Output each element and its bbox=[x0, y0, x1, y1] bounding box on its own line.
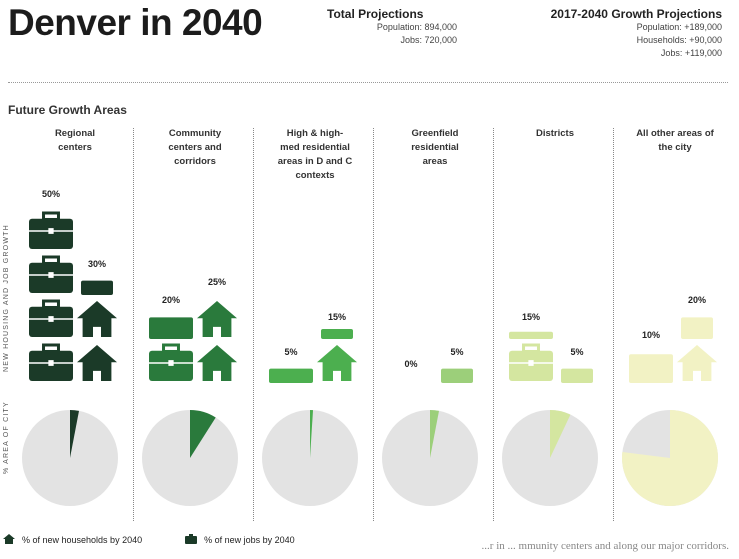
column-separator bbox=[493, 128, 494, 521]
households-value-label: 25% bbox=[207, 277, 226, 287]
column-header-line: centers bbox=[58, 142, 92, 153]
legend-households-label: % of new households by 2040 bbox=[22, 535, 143, 545]
total-projections-heading: Total Projections bbox=[327, 7, 424, 21]
legend-households-icon bbox=[2, 533, 16, 547]
household-bar bbox=[77, 345, 117, 381]
job-bar bbox=[509, 343, 553, 381]
column-separator bbox=[613, 128, 614, 521]
households-value-label: 30% bbox=[87, 259, 106, 270]
category-group bbox=[142, 301, 238, 506]
household-bar bbox=[197, 301, 237, 337]
jobs-value-label: 10% bbox=[641, 329, 660, 340]
column-separator bbox=[133, 128, 134, 521]
household-bar bbox=[441, 368, 473, 383]
growth-projections-heading: 2017-2040 Growth Projections bbox=[550, 7, 722, 21]
total-jobs: Jobs: 720,000 bbox=[400, 35, 457, 45]
household-bar bbox=[321, 329, 353, 339]
job-bar bbox=[29, 255, 73, 293]
area-slice bbox=[622, 410, 718, 506]
column-header-line: Community bbox=[168, 128, 222, 139]
column-header-line: Districts bbox=[535, 128, 574, 139]
job-bar bbox=[149, 317, 193, 339]
area-slice bbox=[310, 410, 314, 458]
column-header-line: contexts bbox=[295, 170, 335, 181]
jobs-value-label: 20% bbox=[161, 294, 180, 305]
jobs-value-label: 0% bbox=[404, 359, 418, 369]
job-bar bbox=[29, 343, 73, 381]
column-header-line: All other areas of bbox=[636, 128, 714, 139]
column-separator bbox=[253, 128, 254, 521]
jobs-value-label: 50% bbox=[41, 189, 60, 199]
household-bar bbox=[677, 345, 717, 381]
job-bar bbox=[509, 331, 553, 339]
total-population: Population: 894,000 bbox=[376, 22, 457, 32]
category-group bbox=[262, 329, 358, 506]
growth-jobs: Jobs: +119,000 bbox=[660, 48, 722, 58]
column-header-line: residential bbox=[411, 142, 459, 153]
household-bar bbox=[681, 317, 713, 339]
category-group bbox=[382, 368, 478, 506]
category-group bbox=[22, 211, 118, 506]
column-header: Community centers and corridors bbox=[139, 127, 251, 169]
legend: % of new households by 2040 % of new job… bbox=[2, 533, 295, 547]
growth-projections: 2017-2040 Growth Projections Population:… bbox=[474, 7, 722, 60]
legend-jobs-label: % of new jobs by 2040 bbox=[204, 535, 295, 545]
jobs-value-label: 5% bbox=[284, 347, 298, 358]
household-bar bbox=[77, 301, 117, 337]
column-header-line: centers and bbox=[168, 142, 222, 153]
job-bar bbox=[29, 211, 73, 249]
area-slice bbox=[430, 410, 439, 458]
column-header-line: med residential bbox=[280, 142, 350, 153]
households-value-label: 20% bbox=[687, 294, 706, 305]
column-header-line: areas bbox=[422, 156, 448, 167]
column-header-line: Greenfield bbox=[411, 128, 459, 139]
area-slice bbox=[550, 410, 571, 458]
household-bar bbox=[81, 280, 113, 295]
growth-population: Population: +189,000 bbox=[636, 22, 722, 32]
legend-jobs-icon bbox=[184, 533, 198, 547]
header-divider bbox=[8, 82, 728, 83]
column-header-line: High & high- bbox=[286, 128, 344, 139]
job-bar bbox=[149, 343, 193, 381]
footer-caption: ...r in ... mmunity centers and along ou… bbox=[481, 540, 729, 552]
column-header-line: corridors bbox=[174, 156, 216, 167]
column-header-line: the city bbox=[658, 142, 692, 153]
growth-households: Households: +90,000 bbox=[636, 35, 722, 45]
column-separator bbox=[373, 128, 374, 521]
households-value-label: 5% bbox=[450, 347, 464, 358]
area-slice bbox=[70, 410, 79, 458]
jobs-value-label: 15% bbox=[521, 312, 540, 323]
category-group bbox=[502, 331, 598, 506]
job-bar bbox=[269, 368, 313, 383]
household-bar bbox=[197, 345, 237, 381]
households-value-label: 15% bbox=[327, 312, 346, 323]
area-slice bbox=[190, 410, 216, 458]
column-header: All other areas of the city bbox=[619, 127, 731, 155]
job-bar bbox=[29, 299, 73, 337]
page-title: Denver in 2040 bbox=[8, 2, 263, 43]
section-title: Future Growth Areas bbox=[8, 103, 127, 117]
total-projections: Total Projections Population: 894,000 Jo… bbox=[327, 7, 457, 47]
category-group bbox=[622, 317, 718, 506]
household-bar bbox=[317, 345, 357, 381]
column-header-line: Regional bbox=[54, 128, 96, 139]
column-header: High & high-med residential areas in D an… bbox=[259, 127, 371, 183]
column-header: Greenfield residential areas bbox=[379, 127, 491, 169]
column-header: Districts bbox=[499, 127, 611, 141]
household-bar bbox=[561, 368, 593, 383]
households-value-label: 5% bbox=[570, 347, 584, 358]
column-header-line: areas in D and C bbox=[277, 156, 353, 167]
job-bar bbox=[629, 354, 673, 383]
column-header: Regional centers bbox=[19, 127, 131, 155]
